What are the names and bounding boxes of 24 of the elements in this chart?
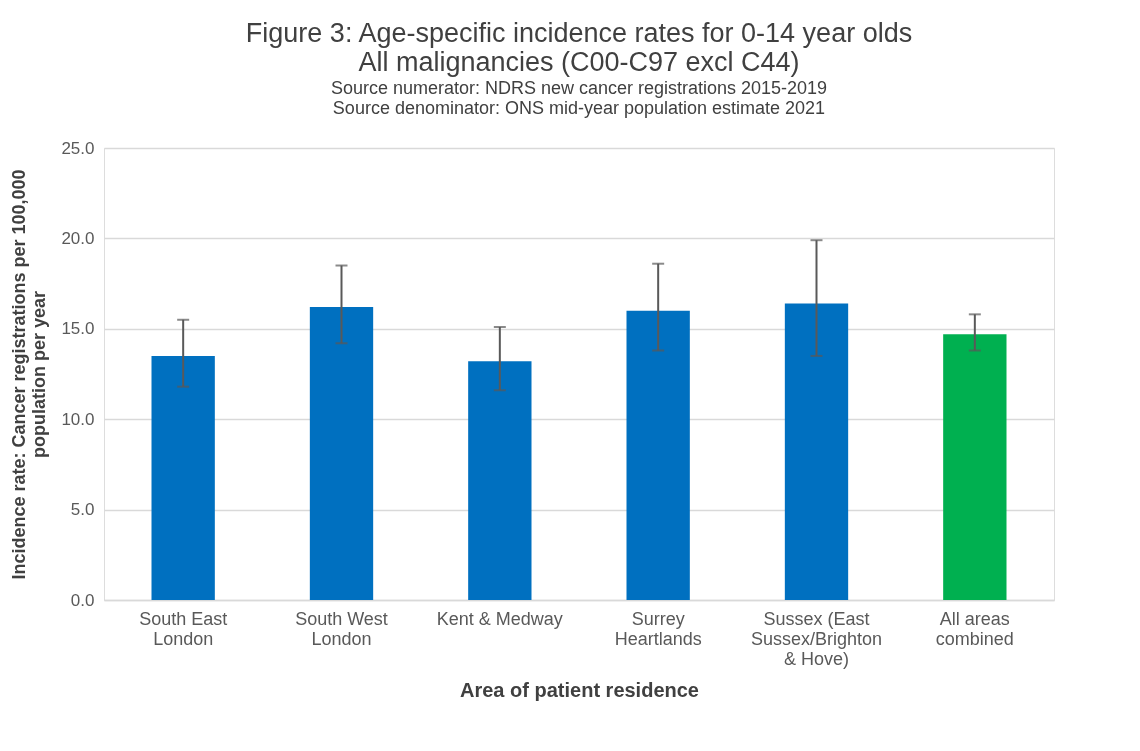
x-tick-label: South East London xyxy=(139,608,228,649)
text: Figure 3: Age-specific incidence rates for 0-14 year olds xyxy=(245,18,913,48)
x-tick-label: Sussex (East Sussex/Brighton & Hove) xyxy=(750,608,883,669)
y-axis-title: Incidence rate: Cancer registrations per 100,000 population per year xyxy=(9,169,50,580)
y-tick-label: 25.0 xyxy=(61,138,95,158)
x-tick-label: Surrey Heartlands xyxy=(614,608,702,649)
text: Source numerator: NDRS new cancer registrations 2015-2019 xyxy=(330,78,828,98)
x-tick-label: South West London xyxy=(295,608,388,649)
y-tick-label: 20.0 xyxy=(61,228,95,248)
text: Source denominator: ONS mid-year population estimate 2021 xyxy=(332,98,826,118)
y-tick-label: 5.0 xyxy=(70,500,95,520)
y-tick-label: 0.0 xyxy=(70,590,95,610)
bar xyxy=(626,310,690,600)
x-tick-label: All areas combined xyxy=(935,608,1014,649)
y-tick-label: 10.0 xyxy=(61,409,95,429)
text: All malignancies (C00-C97 excl C44) xyxy=(358,47,800,77)
x-axis-title: Area of patient residence xyxy=(460,678,699,701)
x-tick-label: Kent & Medway xyxy=(436,608,563,629)
bar xyxy=(784,303,849,600)
bar xyxy=(468,361,532,600)
y-tick-label: 15.0 xyxy=(61,319,95,339)
bar xyxy=(151,355,215,600)
bar xyxy=(943,334,1007,600)
bar xyxy=(309,307,374,600)
